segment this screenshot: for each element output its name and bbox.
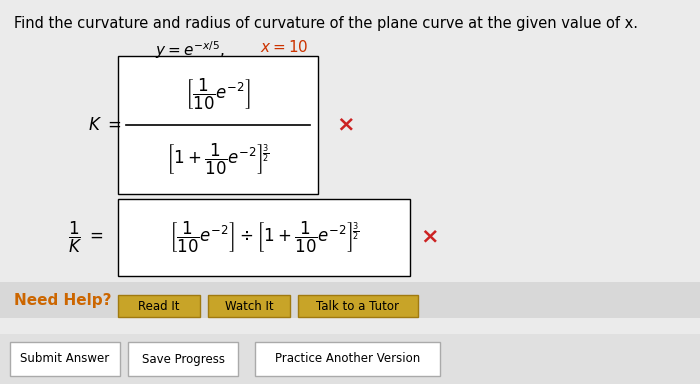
Text: $x = 10$: $x = 10$ xyxy=(260,39,309,55)
Bar xyxy=(208,295,290,317)
Bar xyxy=(128,342,238,376)
Text: $\dfrac{1}{K}\ =$: $\dfrac{1}{K}\ =$ xyxy=(68,220,104,255)
Text: $y = e^{-x/5},$: $y = e^{-x/5},$ xyxy=(155,39,225,61)
Text: $\left[\dfrac{1}{10}e^{-2}\right]$: $\left[\dfrac{1}{10}e^{-2}\right]$ xyxy=(185,77,251,112)
Text: Need Help?: Need Help? xyxy=(14,293,111,308)
Bar xyxy=(0,334,700,384)
Text: Save Progress: Save Progress xyxy=(141,353,225,366)
Bar xyxy=(0,282,700,318)
Text: Find the curvature and radius of curvature of the plane curve at the given value: Find the curvature and radius of curvatu… xyxy=(14,16,638,31)
Bar xyxy=(10,342,120,376)
Text: Talk to a Tutor: Talk to a Tutor xyxy=(316,300,400,313)
Text: $\left[1 + \dfrac{1}{10}e^{-2}\right]^{\!\frac{3}{2}}$: $\left[1 + \dfrac{1}{10}e^{-2}\right]^{\… xyxy=(167,142,270,177)
Bar xyxy=(298,295,418,317)
Text: $\mathbf{\times}$: $\mathbf{\times}$ xyxy=(336,115,354,135)
Text: $K\ =$: $K\ =$ xyxy=(88,116,122,134)
Text: $\mathbf{\times}$: $\mathbf{\times}$ xyxy=(420,227,438,248)
Text: Read It: Read It xyxy=(139,300,180,313)
Bar xyxy=(118,295,200,317)
Bar xyxy=(255,342,440,376)
Text: Submit Answer: Submit Answer xyxy=(20,353,110,366)
Bar xyxy=(118,56,318,194)
Text: Watch It: Watch It xyxy=(225,300,273,313)
Bar xyxy=(118,199,410,276)
Text: Practice Another Version: Practice Another Version xyxy=(275,353,420,366)
Text: $\left[\dfrac{1}{10}e^{-2}\right] \div \left[1 + \dfrac{1}{10}e^{-2}\right]^{\!\: $\left[\dfrac{1}{10}e^{-2}\right] \div \… xyxy=(169,220,359,255)
Bar xyxy=(0,334,700,384)
